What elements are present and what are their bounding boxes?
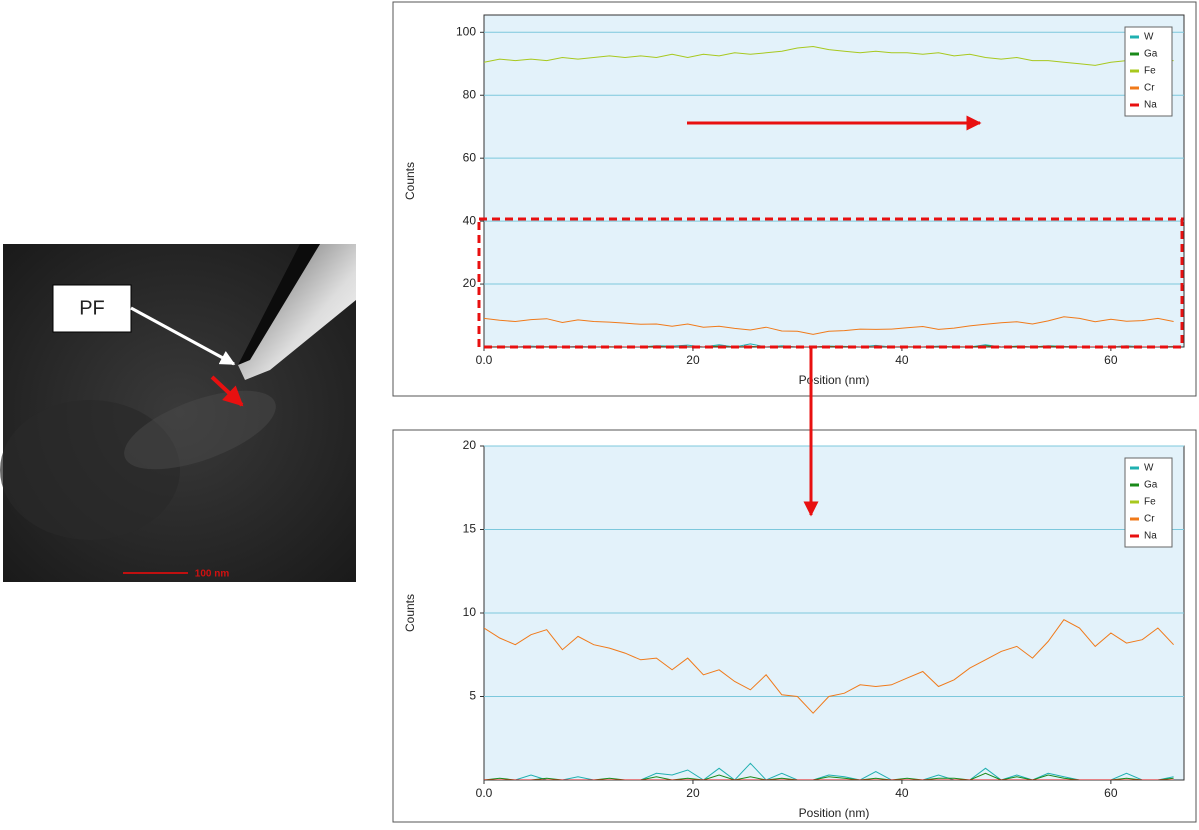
legend-label: Fe [1144,497,1156,508]
plot-area [483,14,1185,348]
x-tick-label: 60 [1104,353,1118,367]
legend-label: Ga [1144,480,1158,491]
legend-label: W [1144,463,1154,474]
x-tick-label: 40 [895,353,909,367]
y-tick-label: 20 [463,276,477,290]
series-line [484,772,1174,780]
x-tick-label: 0.0 [476,353,493,367]
series-line [484,619,1174,714]
x-tick-label: 20 [686,786,700,800]
x-axis-label: Position (nm) [799,373,870,387]
x-axis-label: Position (nm) [799,806,870,820]
legend-label: Fe [1144,66,1156,77]
micrograph: PF 100 nm [0,244,356,582]
y-tick-label: 40 [463,213,477,227]
series-group [484,619,1174,780]
scale-bar: 100 nm [195,569,230,580]
x-tick-label: 40 [895,786,909,800]
y-tick-label: 5 [469,689,476,703]
x-tick-label: 0.0 [476,786,493,800]
x-tick-label: 20 [686,353,700,367]
series-line [484,45,1174,66]
legend-label: W [1144,32,1154,43]
annotations [477,115,1184,517]
y-tick-label: 80 [463,87,477,101]
legend-label: Na [1144,531,1157,542]
y-tick-label: 20 [463,438,477,452]
y-tick-label: 15 [463,522,477,536]
series-line [484,316,1174,335]
y-tick-label: 100 [456,24,476,38]
legend-label: Ga [1144,49,1158,60]
legend-label: Na [1144,100,1157,111]
legend-label: Cr [1144,514,1155,525]
y-tick-label: 60 [463,150,477,164]
y-axis-label: Counts [403,594,417,632]
series-line [484,762,1174,780]
y-tick-label: 10 [463,605,477,619]
x-tick-label: 60 [1104,786,1118,800]
y-axis-label: Counts [403,162,417,200]
legend-label: Cr [1144,83,1155,94]
image-label: PF [79,297,105,319]
